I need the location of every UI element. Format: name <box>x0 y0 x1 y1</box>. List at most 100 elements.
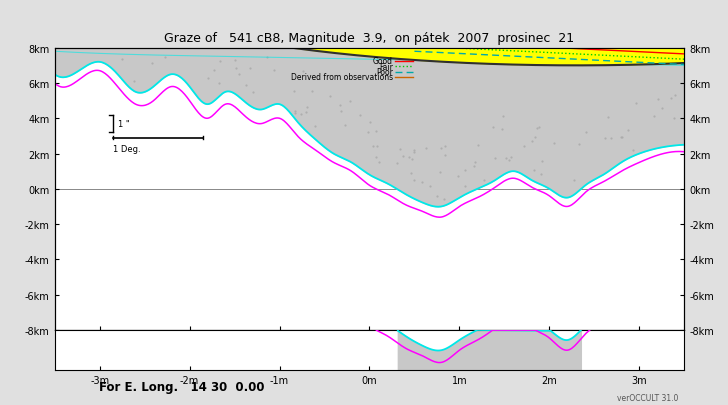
Point <box>535 171 547 177</box>
Point <box>439 143 451 150</box>
Point <box>518 143 530 150</box>
Point <box>128 79 140 85</box>
Point <box>529 167 540 174</box>
Point <box>289 108 301 115</box>
Point <box>656 106 668 113</box>
Text: Fair: Fair <box>379 63 393 72</box>
Text: verOCCULT 31.0: verOCCULT 31.0 <box>617 392 678 402</box>
Point <box>301 110 312 116</box>
Point <box>526 139 537 145</box>
Point <box>602 115 614 121</box>
Point <box>496 127 507 133</box>
Point <box>408 147 420 154</box>
Point <box>116 57 127 64</box>
Point <box>339 123 351 129</box>
Point <box>306 89 318 95</box>
Point <box>505 154 516 161</box>
Point <box>499 156 511 162</box>
Point <box>229 58 241 64</box>
Text: 1 Deg.: 1 Deg. <box>113 145 141 153</box>
Point <box>459 167 470 174</box>
Point <box>355 113 366 119</box>
Point <box>469 159 480 166</box>
Point <box>478 178 490 184</box>
Point <box>472 143 484 149</box>
Point <box>288 89 300 96</box>
Point <box>261 54 272 61</box>
Text: Good: Good <box>373 57 393 66</box>
Point <box>240 82 252 89</box>
Point <box>434 169 446 175</box>
Point <box>503 158 515 164</box>
Point <box>536 159 547 165</box>
Point <box>405 171 417 177</box>
Point <box>403 155 415 161</box>
Point <box>489 156 501 162</box>
Point <box>371 144 383 150</box>
Point <box>652 96 664 102</box>
Point <box>230 66 242 72</box>
Point <box>435 145 447 152</box>
Point <box>665 96 677 102</box>
Point <box>202 75 214 81</box>
Point <box>580 129 592 136</box>
Point <box>424 184 436 190</box>
Point <box>606 136 617 142</box>
Text: For E. Long.   14 30  0.00: For E. Long. 14 30 0.00 <box>99 379 264 392</box>
Point <box>573 142 585 148</box>
Text: Poor: Poor <box>376 68 393 77</box>
Point <box>420 146 432 152</box>
Point <box>159 55 171 61</box>
Point <box>233 71 245 78</box>
Point <box>630 101 642 107</box>
Point <box>371 128 382 135</box>
Point <box>534 125 545 131</box>
Point <box>324 94 336 100</box>
Point <box>289 110 301 117</box>
Text: 1 ": 1 " <box>119 120 130 129</box>
Point <box>617 135 628 141</box>
Polygon shape <box>55 49 684 207</box>
Point <box>208 68 220 75</box>
Point <box>395 146 406 153</box>
Point <box>214 58 226 65</box>
Point <box>408 150 420 156</box>
Point <box>301 105 313 111</box>
Point <box>245 66 256 72</box>
Point <box>438 196 450 202</box>
Point <box>297 69 309 75</box>
Point <box>309 124 320 130</box>
Point <box>622 127 634 134</box>
Point <box>268 68 280 75</box>
Point <box>459 183 470 190</box>
Point <box>146 60 158 67</box>
Point <box>408 177 420 183</box>
Title: Graze of   541 cB8, Magnitude  3.9,  on pátek  2007  prosinec  21: Graze of 541 cB8, Magnitude 3.9, on páte… <box>165 32 574 45</box>
Point <box>529 134 540 141</box>
Point <box>497 113 509 120</box>
Point <box>391 160 403 167</box>
Point <box>397 153 408 160</box>
Point <box>406 156 418 163</box>
Point <box>531 126 543 132</box>
Point <box>370 154 381 161</box>
Point <box>488 124 499 131</box>
Point <box>599 135 611 142</box>
Polygon shape <box>82 0 728 66</box>
Text: Derived from observations: Derived from observations <box>290 73 393 82</box>
Point <box>416 180 427 186</box>
Point <box>296 112 307 118</box>
Point <box>627 147 638 153</box>
Point <box>213 81 225 87</box>
Point <box>452 173 464 179</box>
Point <box>668 115 679 122</box>
Point <box>431 193 443 199</box>
Point <box>364 119 376 126</box>
Point <box>335 109 347 115</box>
Point <box>362 129 373 136</box>
Point <box>548 141 560 147</box>
Point <box>373 160 385 166</box>
Point <box>334 102 346 109</box>
Point <box>569 178 580 184</box>
Point <box>467 163 479 170</box>
